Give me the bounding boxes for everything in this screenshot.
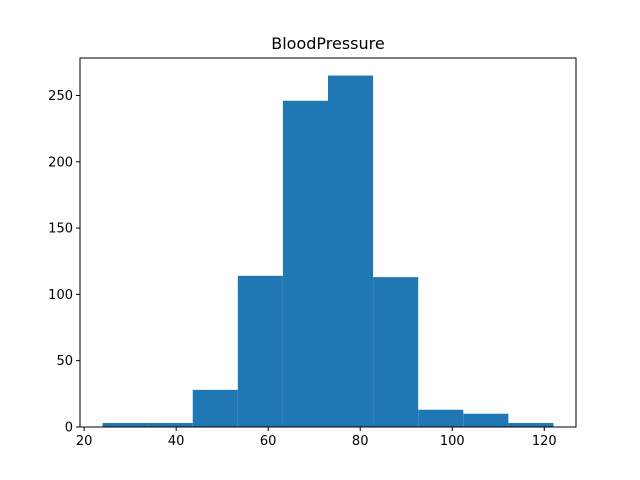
histogram-bar (373, 277, 419, 427)
histogram-bar (102, 423, 148, 427)
x-tick-label: 80 (352, 434, 369, 449)
histogram-bar (147, 423, 193, 427)
bars-group (102, 75, 554, 428)
x-axis: 20 40 60 80 100 120 (76, 427, 557, 449)
x-tick-label: 40 (168, 434, 185, 449)
y-axis: 0 50 100 150 200 250 (48, 89, 80, 436)
y-tick-label: 50 (56, 354, 73, 369)
plot-frame (79, 57, 577, 428)
histogram-bar (237, 275, 283, 427)
histogram-bar (328, 75, 374, 428)
x-tick-label: 20 (76, 434, 93, 449)
y-tick-label: 250 (48, 89, 73, 104)
y-tick-label: 0 (65, 421, 73, 436)
histogram-bar (463, 413, 509, 427)
histogram-bar (418, 409, 464, 427)
y-tick-label: 150 (48, 222, 73, 237)
chart-title: BloodPressure (271, 34, 384, 53)
histogram-bar (508, 423, 554, 427)
histogram-bar (282, 100, 328, 428)
x-tick-label: 100 (440, 434, 465, 449)
x-tick-label: 60 (260, 434, 277, 449)
y-tick-label: 100 (48, 288, 73, 303)
y-tick-label: 200 (48, 155, 73, 170)
x-tick-label: 120 (532, 434, 557, 449)
histogram-bar (192, 389, 238, 427)
